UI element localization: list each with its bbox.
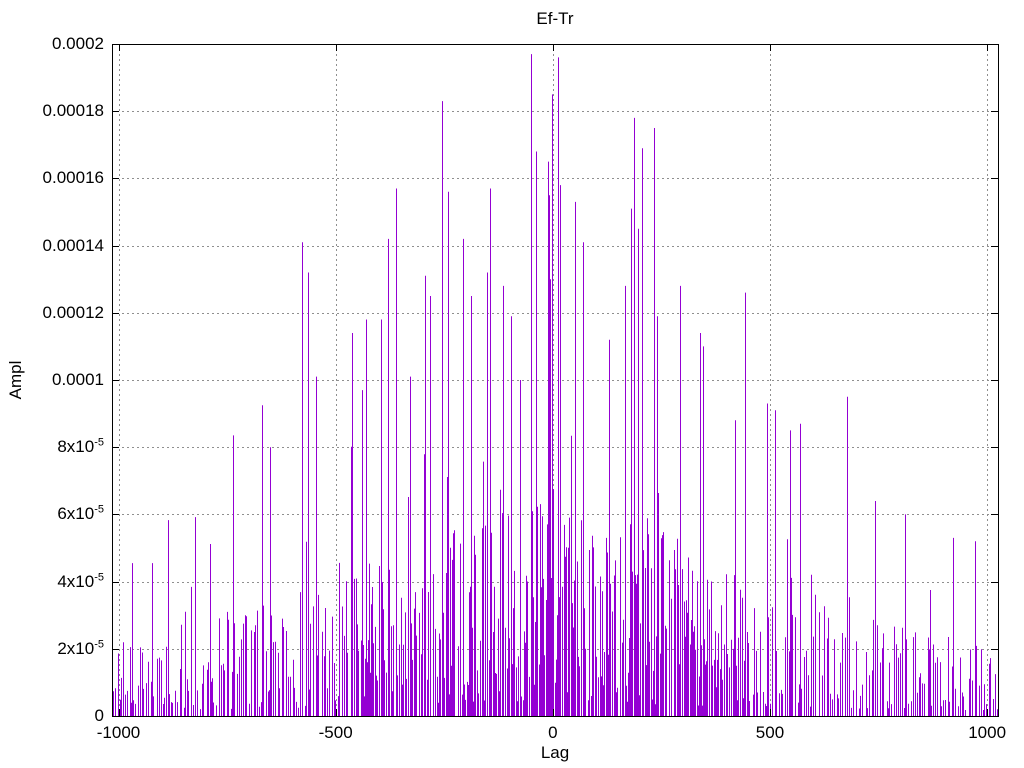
x-tick-label: 0 — [548, 723, 558, 742]
x-tick-label: -500 — [318, 723, 353, 742]
y-tick-label: 0.0001 — [52, 370, 104, 389]
y-tick-label: 0.00014 — [42, 235, 104, 255]
plot-border — [112, 44, 999, 717]
y-tick-label: 0.00016 — [42, 168, 104, 188]
grid-lines — [112, 44, 998, 716]
y-tick-label: 6x10-5 — [57, 503, 104, 524]
y-tick-label: 4x10-5 — [57, 570, 104, 591]
y-tick-label: 0.00018 — [42, 101, 104, 121]
y-tick-label: 8x10-5 — [57, 436, 104, 457]
y-tick-label: 0.00012 — [42, 302, 104, 322]
axis-ticks — [112, 44, 998, 717]
x-tick-label: -1000 — [96, 723, 141, 742]
impulse-series — [113, 54, 998, 716]
x-axis-label: Lag — [540, 743, 570, 762]
x-tick-label: 500 — [755, 723, 785, 742]
y-tick-label: 0 — [94, 706, 104, 725]
y-tick-label: 2x10-5 — [57, 638, 104, 658]
y-tick-label: 0.0002 — [52, 34, 104, 53]
x-tick-label: 1000 — [968, 723, 1007, 742]
chart-title: Ef-Tr — [536, 9, 574, 28]
